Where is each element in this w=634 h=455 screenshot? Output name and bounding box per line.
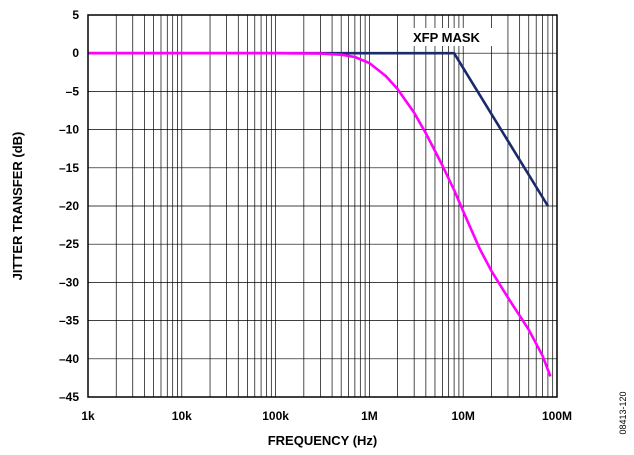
y-tick-label: –45: [59, 390, 79, 404]
x-tick-label: 100k: [262, 409, 289, 423]
xfp-mask-annotation: XFP MASK: [413, 30, 481, 45]
x-tick-label: 1k: [81, 409, 95, 423]
y-tick-label: –5: [66, 84, 80, 98]
y-tick-label: –25: [59, 237, 79, 251]
x-axis-title: FREQUENCY (Hz): [268, 433, 378, 448]
plot-frame: [87, 14, 558, 398]
annotation-background: [409, 28, 497, 46]
series-lines: [88, 51, 552, 377]
x-tick-label: 100M: [542, 409, 572, 423]
figure-id: 08413-120: [618, 391, 628, 434]
tick-labels: 1k 10k 100k 1M 10M 100M 5 0 –5 –10 –15 –20 –25 –30 –35…: [59, 8, 572, 423]
gridlines: [88, 14, 557, 398]
y-tick-label: –20: [59, 199, 79, 213]
y-axis-title: JITTER TRANSFER (dB): [10, 132, 25, 281]
y-tick-label: –10: [59, 123, 79, 137]
y-tick-label: –30: [59, 275, 79, 289]
series-line-2: [88, 51, 552, 377]
x-tick-label: 10k: [172, 409, 192, 423]
x-tick-label: 1M: [361, 409, 378, 423]
y-tick-label: –15: [59, 161, 79, 175]
y-tick-label: –40: [59, 352, 79, 366]
x-tick-label: 10M: [452, 409, 475, 423]
y-tick-label: 5: [72, 8, 79, 22]
y-tick-label: 0: [72, 46, 79, 60]
y-tick-label: –35: [59, 314, 79, 328]
